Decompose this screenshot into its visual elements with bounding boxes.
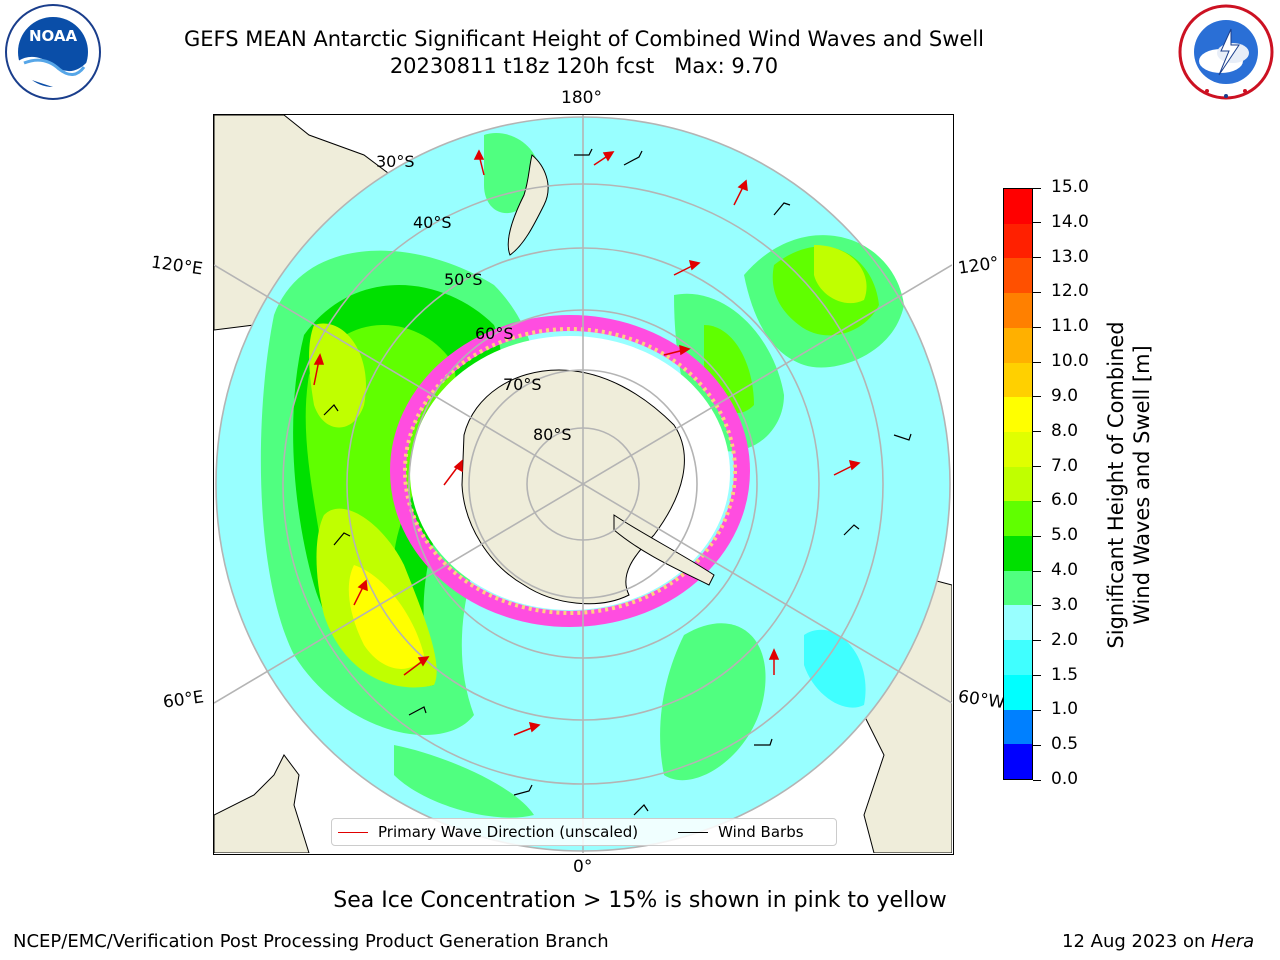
colorbar-tick-label: 1.0 (1051, 699, 1079, 720)
colorbar-tick-label: 10.0 (1051, 351, 1089, 372)
colorbar-tick-label: 14.0 (1051, 211, 1089, 232)
colorbar-band (1004, 258, 1032, 294)
lat-label-80s: 80°S (533, 425, 572, 444)
colorbar-tick-label: 7.0 (1051, 455, 1079, 476)
chart-subtitle: 20230811 t18z 120h fcst Max: 9.70 (389, 54, 779, 78)
colorbar-tick-mark (1033, 675, 1041, 677)
lon-label-120e: 120°E (149, 252, 204, 280)
wave-region (804, 629, 866, 708)
wave-region (309, 323, 366, 428)
sea-ice-note: Sea Ice Concentration > 15% is shown in … (333, 888, 947, 913)
colorbar-band (1004, 327, 1032, 363)
wave-region (394, 745, 534, 818)
colorbar-tick-mark (1033, 500, 1041, 502)
polar-map (213, 114, 954, 855)
lat-label-30s: 30°S (376, 152, 415, 171)
noaa-logo: NOAA (4, 3, 102, 101)
colorbar-band (1004, 223, 1032, 259)
footer-date-text: 12 Aug 2023 on (1062, 931, 1212, 952)
noaa-logo-text: NOAA (29, 27, 78, 45)
colorbar-band (1004, 744, 1032, 779)
colorbar-tick-mark (1033, 535, 1041, 537)
colorbar-band (1004, 397, 1032, 432)
colorbar-tick-label: 9.0 (1051, 385, 1079, 406)
lon-label-0: 0° (573, 857, 593, 877)
colorbar-tick-label: 15.0 (1051, 177, 1089, 197)
colorbar-label: Significant Height of Combined Wind Wave… (1103, 321, 1155, 648)
colorbar-tick-label: 12.0 (1051, 281, 1089, 302)
colorbar-band (1004, 466, 1032, 502)
footer-credit: NCEP/EMC/Verification Post Processing Pr… (13, 931, 609, 952)
colorbar-band (1004, 362, 1032, 398)
sea-ice-edge (403, 327, 737, 615)
colorbar-tick-label: 13.0 (1051, 246, 1089, 267)
colorbar-tick-label: 2.0 (1051, 629, 1079, 650)
footer-host: Hera (1211, 931, 1255, 952)
legend-wind-barbs: Wind Barbs (718, 823, 804, 841)
lat-label-60s: 60°S (475, 324, 514, 343)
wave-direction-arrows (313, 149, 861, 736)
lat-label-40s: 40°S (413, 213, 452, 232)
nws-logo (1177, 3, 1275, 101)
colorbar-tick-mark (1033, 431, 1041, 433)
colorbar-tick-mark (1033, 640, 1041, 642)
colorbar-band (1004, 605, 1032, 641)
colorbar-tick-mark (1033, 361, 1041, 363)
colorbar-tick-mark (1033, 396, 1041, 398)
lon-label-120w: 120° (956, 253, 1001, 279)
colorbar-tick-mark (1033, 326, 1041, 328)
colorbar-band (1004, 536, 1032, 571)
legend-wave-direction: Primary Wave Direction (unscaled) (378, 823, 639, 841)
colorbar-band (1004, 431, 1032, 467)
colorbar-tick-mark (1033, 187, 1041, 189)
map-canvas (214, 115, 953, 854)
lat-label-70s: 70°S (503, 375, 542, 394)
map-legend: Primary Wave Direction (unscaled) Wind B… (331, 818, 837, 846)
colorbar-tick-mark (1033, 570, 1041, 572)
colorbar-band (1004, 570, 1032, 606)
wind-barbs (323, 148, 912, 816)
colorbar-band (1004, 674, 1032, 710)
graticule (214, 115, 953, 853)
land-antarctic-peninsula (613, 514, 715, 586)
colorbar-label-line1: Significant Height of Combined (1104, 321, 1128, 649)
lon-label-60w: 60°W (956, 686, 1007, 714)
colorbar-tick-mark (1033, 257, 1041, 259)
colorbar-tick-mark (1033, 291, 1041, 293)
lat-label-50s: 50°S (444, 270, 483, 289)
wind-barb-swatch (678, 831, 709, 833)
colorbar-tick-label: 8.0 (1051, 420, 1079, 441)
land-new-zealand (507, 154, 549, 256)
colorbar-band (1004, 640, 1032, 675)
lon-label-180: 180° (561, 88, 602, 108)
wave-region (814, 245, 867, 304)
colorbar-tick-label: 4.0 (1051, 560, 1079, 581)
footer-date: 12 Aug 2023 on Hera (1062, 931, 1254, 952)
colorbar-band (1004, 709, 1032, 745)
colorbar-band (1004, 501, 1032, 537)
colorbar-label-line2: Wind Waves and Swell [m] (1130, 345, 1154, 625)
colorbar-tick-label: 6.0 (1051, 490, 1079, 511)
wave-direction-swatch (338, 831, 368, 833)
chart-title: GEFS MEAN Antarctic Significant Height o… (183, 27, 985, 51)
colorbar-tick-label: 1.5 (1051, 664, 1079, 685)
colorbar-tick-label: 5.0 (1051, 525, 1079, 546)
colorbar-band (1004, 293, 1032, 328)
colorbar-tick-mark (1033, 779, 1041, 781)
colorbar-tick-label: 11.0 (1051, 316, 1089, 337)
land-antarctica (461, 369, 685, 605)
land-africa (214, 754, 310, 854)
lon-label-60e: 60°E (161, 687, 206, 713)
colorbar-tick-mark (1033, 222, 1041, 224)
colorbar-tick-label: 3.0 (1051, 594, 1079, 615)
sea-ice-ring (390, 315, 750, 627)
colorbar (1003, 188, 1033, 780)
colorbar-tick-mark (1033, 744, 1041, 746)
colorbar-tick-mark (1033, 466, 1041, 468)
colorbar-tick-mark (1033, 605, 1041, 607)
colorbar-tick-label: 0.5 (1051, 734, 1079, 755)
colorbar-band (1004, 189, 1032, 224)
colorbar-tick-mark (1033, 709, 1041, 711)
colorbar-tick-label: 0.0 (1051, 769, 1079, 789)
